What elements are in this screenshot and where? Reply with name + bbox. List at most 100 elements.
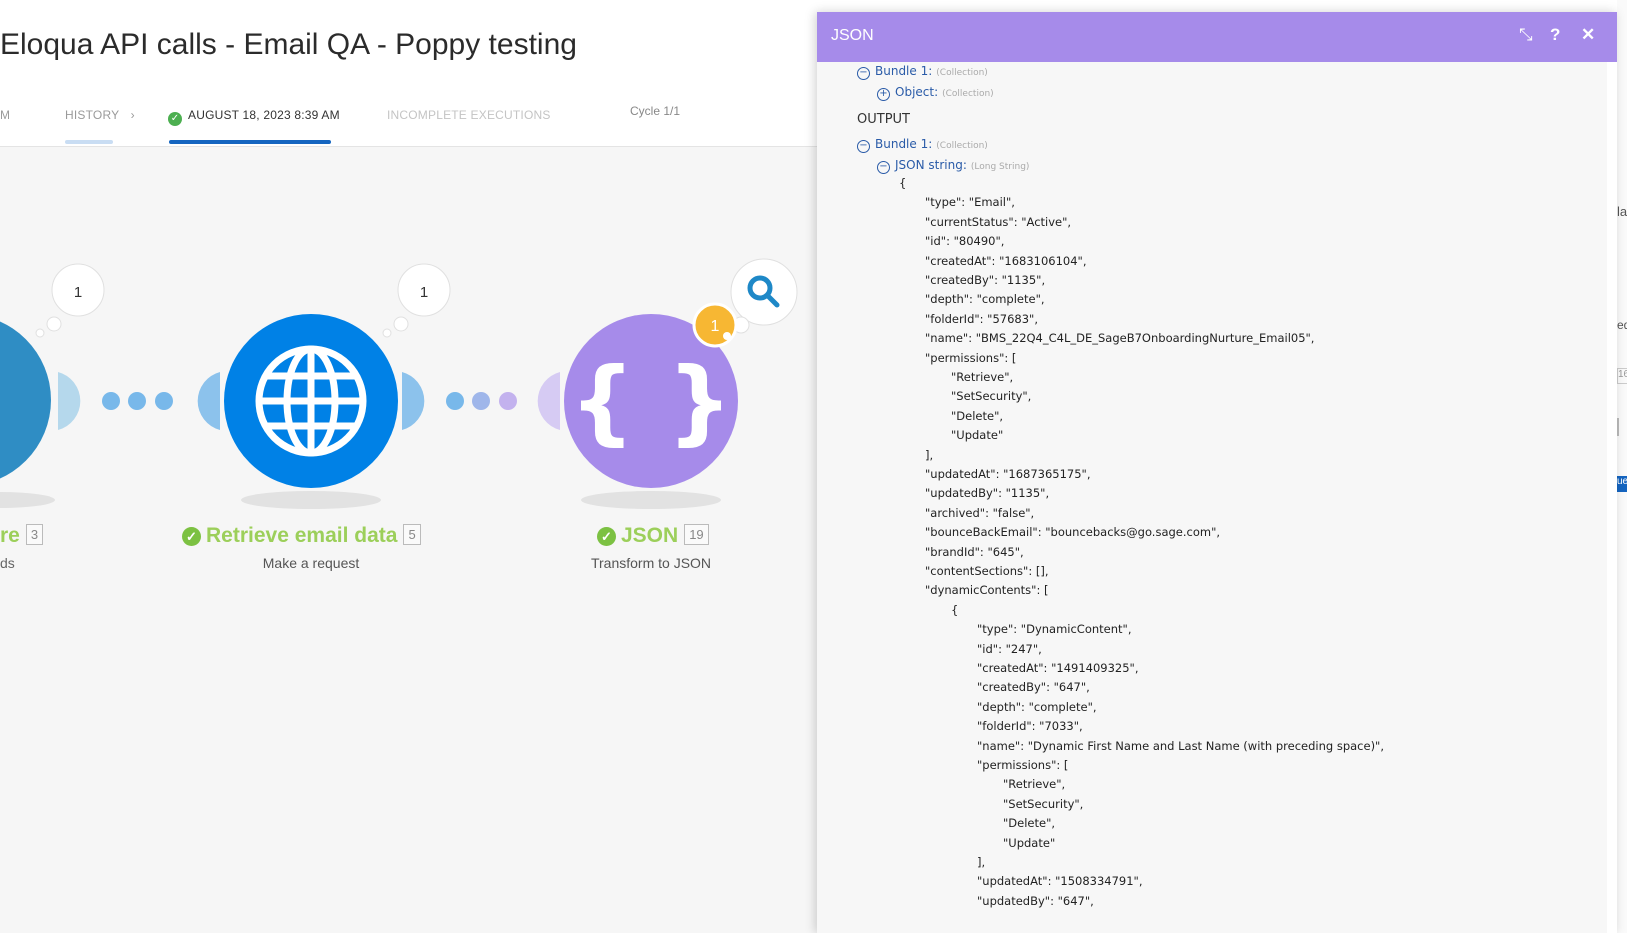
- input-object-type: (Collection): [942, 89, 994, 99]
- module-left-circle[interactable]: [0, 314, 51, 486]
- collapse-toggle-icon[interactable]: −: [877, 161, 890, 174]
- json-line: "brandId": "645",: [925, 544, 1024, 559]
- json-line: ],: [977, 855, 986, 869]
- globe-icon: [255, 345, 367, 457]
- json-line: ],: [925, 447, 934, 462]
- connector-dot: [155, 392, 173, 410]
- module-left-sub: ds: [0, 555, 15, 571]
- json-line: "Retrieve",: [1003, 777, 1066, 792]
- operations-bubble[interactable]: [51, 263, 105, 317]
- background-app-edge: la ed 16 ue: [1617, 0, 1627, 933]
- operations-bubble[interactable]: [397, 263, 451, 317]
- edge-text: 16: [1617, 368, 1627, 384]
- module-left-name-text: re: [0, 524, 20, 547]
- json-line: "updatedAt": "1508334791",: [977, 874, 1143, 889]
- success-check-icon: ✓: [597, 527, 616, 546]
- badge-count: 1: [711, 318, 720, 335]
- json-line: "createdAt": "1491409325",: [977, 661, 1139, 675]
- close-icon[interactable]: ✕: [1581, 25, 1596, 44]
- module-http-sub: Make a request: [262, 555, 360, 571]
- page-title: Eloqua API calls - Email QA - Poppy test…: [0, 28, 577, 61]
- connector-out-http: [402, 372, 425, 430]
- input-object-node[interactable]: + Object: (Collection): [877, 85, 994, 101]
- module-http-name[interactable]: ✓ Retrieve email data 5: [182, 524, 421, 548]
- json-line: "archived": "false",: [925, 505, 1035, 520]
- json-line: "depth": "complete",: [977, 699, 1097, 714]
- cycle-indicator: Cycle 1/1: [630, 104, 681, 118]
- expand-toggle-icon[interactable]: +: [877, 88, 890, 101]
- inspect-output-bubble[interactable]: [730, 258, 798, 326]
- collapse-toggle-icon[interactable]: −: [857, 140, 870, 153]
- json-line: "type": "Email",: [925, 195, 1015, 210]
- json-line: "Retrieve",: [951, 370, 1014, 384]
- edge-text: ed: [1617, 318, 1627, 332]
- json-line: "Delete",: [951, 408, 1004, 423]
- json-string-type: (Long String): [970, 162, 1030, 172]
- json-line: "name": "Dynamic First Name and Last Nam…: [977, 738, 1385, 753]
- module-json-name[interactable]: ✓ JSON 19: [597, 524, 709, 548]
- connector-in-json: [537, 372, 560, 430]
- bubble-tail: [46, 316, 62, 332]
- json-line: "contentSections": [],: [925, 564, 1049, 578]
- json-line: "id": "247",: [977, 641, 1042, 656]
- connector-dot: [472, 392, 490, 410]
- bubble-tail: [35, 328, 45, 338]
- module-left-name[interactable]: re 3: [0, 524, 44, 548]
- bubble-count: 1: [74, 284, 82, 301]
- collapse-toggle-icon[interactable]: −: [857, 67, 870, 80]
- json-line: "createdAt": "1683106104",: [925, 253, 1087, 268]
- json-line: "permissions": [: [925, 350, 1017, 365]
- chevron-right-icon: ›: [130, 108, 135, 122]
- connector-dot: [499, 392, 517, 410]
- connector-dot: [102, 392, 120, 410]
- input-bundle-type: (Collection): [936, 68, 988, 78]
- json-line: "Update": [1003, 835, 1056, 850]
- input-object-label: Object:: [895, 85, 939, 99]
- edge-text: ue: [1617, 476, 1627, 492]
- collapse-icon[interactable]: ⤡: [1519, 25, 1533, 44]
- json-string-node[interactable]: − JSON string: (Long String): [877, 158, 1029, 174]
- json-line: "bounceBackEmail": "bouncebacks@go.sage.…: [925, 525, 1221, 540]
- json-line: "Update": [951, 428, 1004, 443]
- panel-header: JSON ⤡ ? ✕: [817, 12, 1617, 62]
- bubble-tail: [393, 316, 409, 332]
- module-left-id: 3: [25, 524, 44, 545]
- json-line: "name": "BMS_22Q4_C4L_DE_SageB7Onboardin…: [925, 331, 1315, 346]
- json-line: {: [951, 602, 959, 617]
- active-tab-indicator: [169, 140, 331, 144]
- json-line: "depth": "complete",: [925, 292, 1045, 307]
- json-line: "folderId": "57683",: [925, 311, 1039, 326]
- module-shadow: [581, 491, 721, 509]
- panel-body: − Bundle 1: (Collection) + Object: (Collecti…: [817, 62, 1607, 933]
- tab-run-label: AUGUST 18, 2023 8:39 AM: [188, 108, 340, 122]
- tab-history-label: HISTORY: [65, 108, 120, 122]
- output-bundle-node[interactable]: − Bundle 1: (Collection): [857, 137, 988, 153]
- module-json-name-text: JSON: [621, 524, 679, 547]
- tab-incomplete-executions[interactable]: INCOMPLETE EXECUTIONS: [387, 108, 551, 122]
- connector-in-http: [197, 372, 220, 430]
- connector-out-left: [58, 372, 81, 430]
- panel-title: JSON: [831, 27, 874, 44]
- json-output-panel: JSON ⤡ ? ✕ − Bundle 1: (Collection) + Objec…: [817, 12, 1617, 933]
- connector-dot: [446, 392, 464, 410]
- module-json-circle[interactable]: [564, 314, 738, 488]
- success-check-icon: ✓: [182, 527, 201, 546]
- input-bundle-node[interactable]: − Bundle 1: (Collection): [857, 64, 988, 80]
- edge-divider: [1617, 418, 1619, 436]
- json-line: "createdBy": "1135",: [925, 273, 1046, 287]
- json-line: {: [899, 176, 907, 190]
- module-shadow: [0, 492, 55, 508]
- output-bundle-label: Bundle 1:: [875, 137, 933, 151]
- json-line: "dynamicContents": [: [925, 583, 1049, 598]
- json-line: "updatedAt": "1687365175",: [925, 467, 1091, 481]
- tab-history[interactable]: HISTORY ›: [65, 108, 135, 122]
- json-line: "type": "DynamicContent",: [977, 622, 1132, 637]
- tab-prev[interactable]: M: [0, 108, 11, 122]
- help-icon[interactable]: ?: [1550, 25, 1561, 44]
- badge-dot: [723, 332, 731, 340]
- module-http-id: 5: [403, 524, 421, 545]
- search-icon: [747, 275, 780, 308]
- tab-execution-run[interactable]: ✓ AUGUST 18, 2023 8:39 AM: [168, 108, 340, 126]
